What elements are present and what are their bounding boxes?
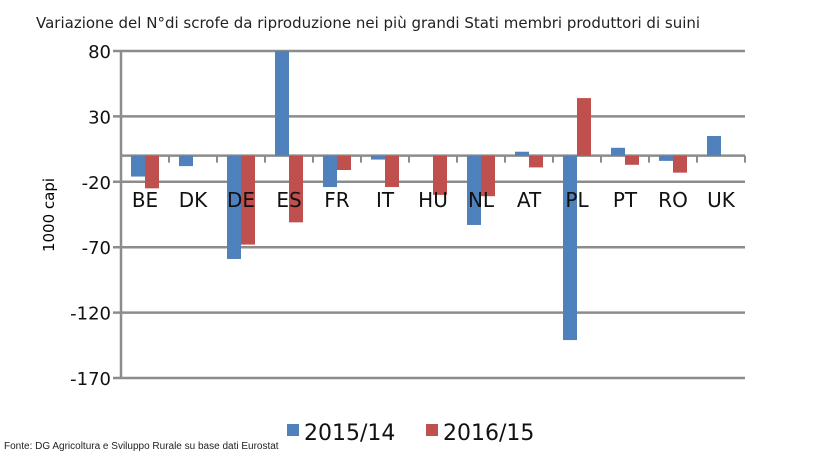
bar-2015-14-UK: [707, 136, 721, 156]
bar-2015-14-BE: [131, 155, 145, 177]
y-tick-label: -170: [70, 369, 111, 390]
category-label: ES: [276, 188, 301, 212]
bar-2016-15-PT: [625, 155, 639, 165]
y-tick-label: 30: [88, 107, 111, 128]
bar-2015-14-AT: [515, 151, 529, 156]
bar-2015-14-DE: [227, 155, 241, 259]
category-label: DK: [179, 188, 208, 212]
bar-2016-15-DE: [241, 155, 255, 245]
bar-2016-15-IT: [385, 155, 399, 188]
category-label: UK: [707, 188, 736, 212]
source-note: Fonte: DG Agricoltura e Sviluppo Rurale …: [4, 441, 279, 452]
y-axis-label: 1000 capi: [40, 178, 58, 252]
y-tick-label: -120: [70, 304, 111, 325]
bar-2016-15-ES: [289, 155, 303, 223]
bar-2015-14-FR: [323, 155, 337, 188]
bar-2015-14-PL: [563, 155, 577, 341]
bar-2016-15-RO: [673, 155, 687, 173]
category-label: AT: [517, 188, 542, 212]
category-label: HU: [418, 188, 448, 212]
category-label: PL: [565, 188, 589, 212]
bar-2015-14-DK: [179, 155, 193, 167]
bar-2015-14-IT: [371, 155, 385, 160]
category-label: RO: [658, 188, 688, 212]
bar-2015-14-RO: [659, 155, 673, 161]
category-label: BE: [132, 188, 158, 212]
chart-title: Variazione del N°di scrofe da riproduzio…: [36, 14, 701, 32]
legend-swatch: [426, 424, 438, 436]
y-tick-label: 80: [88, 42, 111, 63]
category-label: PT: [613, 188, 638, 212]
y-tick-label: -20: [82, 173, 111, 194]
bar-2015-14-PT: [611, 147, 625, 156]
category-label: FR: [324, 188, 350, 212]
legend-label: 2015/14: [304, 421, 395, 446]
category-label: DE: [227, 188, 255, 212]
category-label: NL: [468, 188, 495, 212]
y-tick-label: -70: [82, 238, 111, 259]
category-label: IT: [376, 188, 395, 212]
legend-swatch: [287, 424, 299, 436]
bar-2016-15-NL: [481, 155, 495, 197]
bar-2015-14-NL: [467, 155, 481, 225]
bar-2016-15-AT: [529, 155, 543, 168]
bar-2016-15-BE: [145, 155, 159, 189]
bar-2015-14-ES: [275, 51, 289, 156]
bar-2016-15-HU: [433, 155, 447, 195]
bar-2016-15-FR: [337, 155, 351, 171]
bar-2016-15-PL: [577, 98, 591, 156]
legend-label: 2016/15: [443, 421, 534, 446]
